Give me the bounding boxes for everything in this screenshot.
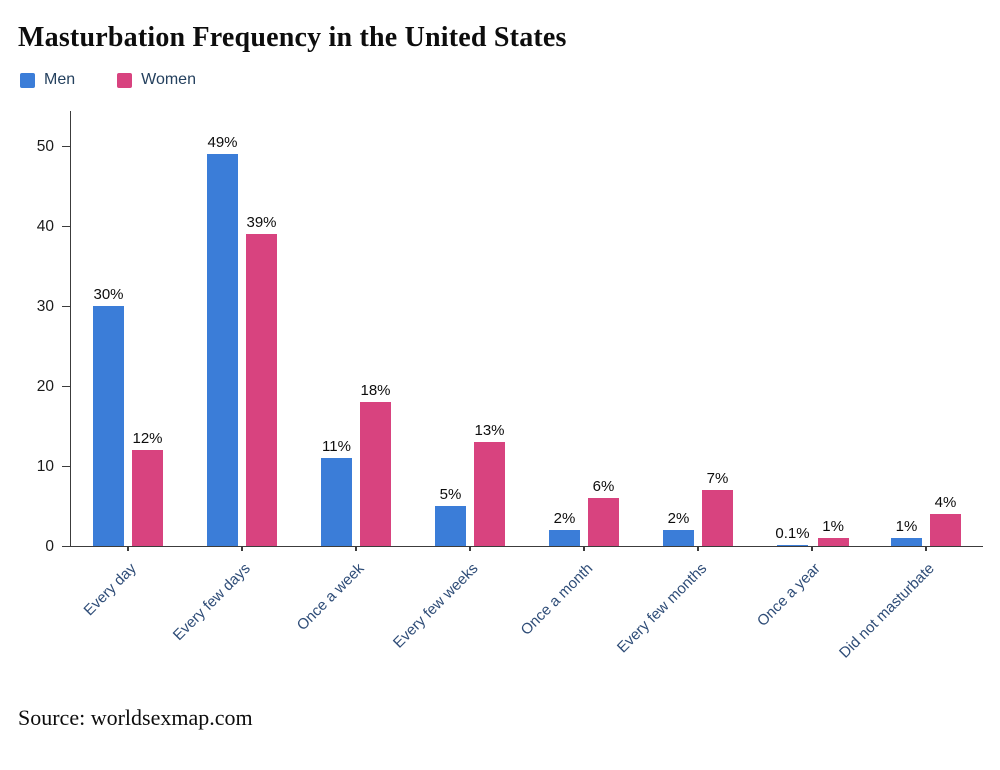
- y-tick-mark: [62, 465, 70, 468]
- bar-chart: 0 10 20 30 40 50 30% 12% Every day 49% 39% Every f…: [18, 111, 984, 699]
- bar-wrap: 4%: [930, 494, 961, 547]
- bar-men: [207, 154, 238, 547]
- x-tick-mark: [241, 546, 243, 552]
- bar-men: [435, 506, 466, 547]
- y-tick-mark: [62, 385, 70, 388]
- bar-wrap: 5%: [435, 486, 466, 547]
- bar-men: [891, 538, 922, 547]
- bar-wrap: 49%: [207, 134, 238, 547]
- bar-wrap: 1%: [891, 518, 922, 547]
- bar-value-label: 2%: [553, 510, 576, 528]
- bar-value-label: 6%: [592, 478, 615, 496]
- bar-group: 30% 12% Every day: [71, 111, 185, 619]
- bar-value-label: 5%: [439, 486, 462, 504]
- legend-item-men: Men: [20, 71, 75, 89]
- bar-value-label: 2%: [667, 510, 690, 528]
- bar-wrap: 6%: [588, 478, 619, 547]
- legend-swatch: [117, 72, 133, 88]
- legend: Men Women: [20, 71, 1000, 89]
- x-tick-mark: [469, 546, 471, 552]
- y-tick-label: 30: [36, 298, 54, 316]
- plot-area: 30% 12% Every day 49% 39% Every few days 11% 18…: [62, 111, 983, 662]
- x-axis-label: Every few months: [613, 560, 711, 657]
- bar-wrap: 7%: [702, 470, 733, 547]
- source-note: Source: worldsexmap.com: [18, 705, 253, 731]
- bar-value-label: 39%: [246, 214, 277, 232]
- x-tick-mark: [697, 546, 699, 552]
- bar-group: 1% 4% Did not masturbate: [836, 111, 983, 662]
- bar-women: [360, 402, 391, 547]
- x-tick-mark: [127, 546, 129, 552]
- bar-wrap: 2%: [663, 510, 694, 547]
- bar-group: 2% 6% Once a month: [517, 111, 641, 639]
- bar-wrap: 12%: [132, 430, 163, 547]
- bar-men: [321, 458, 352, 547]
- y-tick-label: 20: [36, 378, 54, 396]
- bar-wrap: 11%: [321, 438, 352, 547]
- x-axis-label: Once a month: [517, 560, 597, 639]
- bar-group: 5% 13% Every few weeks: [390, 111, 527, 652]
- chart-page: Masturbation Frequency in the United Sta…: [0, 22, 1000, 770]
- y-tick-label: 10: [36, 458, 54, 476]
- y-tick-mark: [62, 145, 70, 148]
- bar-women: [474, 442, 505, 547]
- legend-label: Men: [44, 71, 76, 89]
- bar-value-label: 1%: [895, 518, 918, 536]
- bar-value-label: 49%: [207, 134, 238, 152]
- bar-value-label: 0.1%: [775, 525, 810, 543]
- bar-value-label: 11%: [322, 438, 351, 456]
- bar-wrap: 39%: [246, 214, 277, 547]
- y-tick-label: 0: [45, 538, 54, 556]
- bar-value-label: 4%: [934, 494, 957, 512]
- y-tick-label: 50: [36, 138, 54, 156]
- bar-women: [132, 450, 163, 547]
- bar-wrap: 18%: [360, 382, 391, 547]
- bar-value-label: 30%: [93, 286, 124, 304]
- x-axis-label: Once a week: [294, 560, 369, 635]
- y-tick-mark: [62, 225, 70, 228]
- bar-women: [702, 490, 733, 547]
- x-tick-mark: [925, 546, 927, 552]
- bar-value-label: 13%: [474, 422, 505, 440]
- chart-title: Masturbation Frequency in the United Sta…: [18, 22, 567, 53]
- x-tick-mark: [583, 546, 585, 552]
- x-axis-label: Did not masturbate: [836, 560, 939, 662]
- bar-group: 11% 18% Once a week: [294, 111, 413, 634]
- bar-women: [817, 538, 849, 547]
- x-axis-label: Every few weeks: [390, 560, 483, 652]
- x-axis-label: Once a year: [754, 560, 825, 630]
- bar-wrap: 13%: [474, 422, 505, 547]
- legend-label: Women: [141, 71, 196, 89]
- x-tick-mark: [811, 546, 813, 552]
- bar-wrap: 2%: [549, 510, 580, 547]
- y-tick-mark: [62, 305, 70, 308]
- bar-group: 2% 7% Every few months: [614, 111, 755, 657]
- bar-wrap: 0.1%: [775, 525, 810, 547]
- bar-value-label: 12%: [132, 430, 163, 448]
- y-tick-label: 40: [36, 218, 54, 236]
- bar-women: [930, 514, 961, 547]
- bar-value-label: 7%: [706, 470, 729, 488]
- bar-value-label: 1%: [822, 518, 844, 536]
- bar-men: [549, 530, 580, 547]
- x-axis-label: Every few days: [170, 560, 255, 645]
- x-axis-label: Every day: [80, 560, 141, 620]
- bar-men: [776, 545, 808, 547]
- bar-wrap: 1%: [817, 518, 849, 547]
- bar-women: [588, 498, 619, 547]
- bar-value-label: 18%: [360, 382, 391, 400]
- bar-men: [93, 306, 124, 547]
- y-tick-mark: [62, 545, 70, 548]
- bar-men: [663, 530, 694, 547]
- bar-wrap: 30%: [93, 286, 124, 547]
- x-tick-mark: [355, 546, 357, 552]
- bar-group: 0.1% 1% Once a year: [754, 111, 869, 630]
- bar-women: [246, 234, 277, 547]
- bar-group: 49% 39% Every few days: [170, 111, 299, 644]
- y-axis: 0 10 20 30 40 50: [18, 111, 70, 555]
- legend-item-women: Women: [117, 71, 196, 89]
- legend-swatch: [20, 72, 35, 88]
